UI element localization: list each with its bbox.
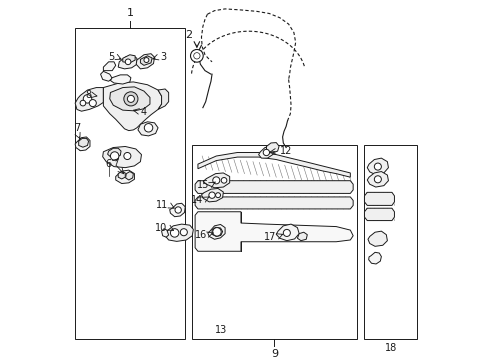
Circle shape bbox=[374, 176, 381, 183]
Polygon shape bbox=[79, 138, 88, 147]
Polygon shape bbox=[136, 54, 154, 69]
Text: 4: 4 bbox=[140, 107, 146, 117]
Text: 7: 7 bbox=[74, 123, 80, 134]
Circle shape bbox=[127, 95, 134, 102]
Bar bbox=[75, 28, 184, 339]
Text: 16: 16 bbox=[195, 230, 207, 240]
Polygon shape bbox=[118, 56, 137, 69]
Circle shape bbox=[263, 149, 269, 156]
Polygon shape bbox=[266, 143, 279, 153]
Polygon shape bbox=[195, 212, 352, 251]
Text: 2: 2 bbox=[185, 30, 192, 40]
Text: 8: 8 bbox=[85, 90, 91, 100]
Circle shape bbox=[170, 229, 179, 237]
Polygon shape bbox=[364, 208, 394, 221]
Text: 18: 18 bbox=[384, 343, 396, 353]
Circle shape bbox=[80, 100, 85, 106]
Circle shape bbox=[123, 92, 138, 106]
Polygon shape bbox=[367, 231, 386, 246]
Polygon shape bbox=[297, 232, 306, 241]
Bar bbox=[191, 145, 357, 339]
Polygon shape bbox=[101, 71, 112, 81]
Polygon shape bbox=[103, 82, 161, 131]
Polygon shape bbox=[212, 227, 222, 237]
Text: 14: 14 bbox=[191, 195, 203, 205]
Polygon shape bbox=[107, 148, 121, 157]
Polygon shape bbox=[161, 229, 168, 237]
Circle shape bbox=[123, 153, 131, 159]
Circle shape bbox=[208, 192, 215, 198]
Circle shape bbox=[212, 228, 221, 236]
Polygon shape bbox=[165, 224, 193, 242]
Text: 10: 10 bbox=[155, 222, 167, 233]
Text: 6: 6 bbox=[105, 159, 111, 169]
Text: 17: 17 bbox=[264, 232, 276, 242]
Circle shape bbox=[143, 58, 148, 63]
Polygon shape bbox=[201, 189, 223, 202]
Polygon shape bbox=[366, 171, 387, 187]
Circle shape bbox=[125, 59, 131, 65]
Text: 9: 9 bbox=[270, 349, 278, 359]
Polygon shape bbox=[198, 153, 349, 177]
Polygon shape bbox=[93, 93, 111, 102]
Polygon shape bbox=[276, 224, 299, 241]
Polygon shape bbox=[75, 137, 90, 151]
Polygon shape bbox=[195, 181, 352, 193]
Polygon shape bbox=[125, 171, 133, 180]
Text: 15: 15 bbox=[197, 180, 209, 190]
Polygon shape bbox=[258, 147, 273, 158]
Polygon shape bbox=[169, 203, 185, 217]
Polygon shape bbox=[366, 158, 387, 175]
Bar bbox=[364, 145, 417, 339]
Polygon shape bbox=[203, 173, 229, 188]
Polygon shape bbox=[109, 87, 150, 111]
Polygon shape bbox=[110, 75, 131, 84]
Polygon shape bbox=[116, 170, 134, 184]
Polygon shape bbox=[103, 62, 116, 71]
Circle shape bbox=[215, 193, 220, 198]
Circle shape bbox=[374, 163, 381, 170]
Text: 3: 3 bbox=[160, 51, 166, 62]
Text: 11: 11 bbox=[156, 201, 168, 210]
Polygon shape bbox=[140, 56, 152, 66]
Polygon shape bbox=[75, 87, 103, 111]
Polygon shape bbox=[195, 197, 352, 209]
Circle shape bbox=[221, 177, 226, 183]
Circle shape bbox=[175, 207, 181, 213]
Polygon shape bbox=[122, 55, 135, 63]
Circle shape bbox=[110, 152, 119, 160]
Text: 5: 5 bbox=[107, 51, 114, 62]
Polygon shape bbox=[118, 171, 125, 179]
Text: 13: 13 bbox=[214, 325, 226, 335]
Polygon shape bbox=[102, 147, 141, 168]
Text: 12: 12 bbox=[279, 146, 291, 156]
Circle shape bbox=[144, 123, 152, 132]
Circle shape bbox=[212, 177, 219, 184]
Text: 1: 1 bbox=[126, 8, 133, 18]
Circle shape bbox=[89, 100, 96, 107]
Polygon shape bbox=[364, 192, 394, 206]
Circle shape bbox=[180, 229, 187, 236]
Polygon shape bbox=[158, 89, 168, 109]
Polygon shape bbox=[138, 122, 158, 136]
Circle shape bbox=[83, 95, 92, 103]
Polygon shape bbox=[207, 224, 224, 239]
Circle shape bbox=[190, 49, 203, 62]
Circle shape bbox=[283, 229, 290, 237]
Polygon shape bbox=[368, 252, 381, 264]
